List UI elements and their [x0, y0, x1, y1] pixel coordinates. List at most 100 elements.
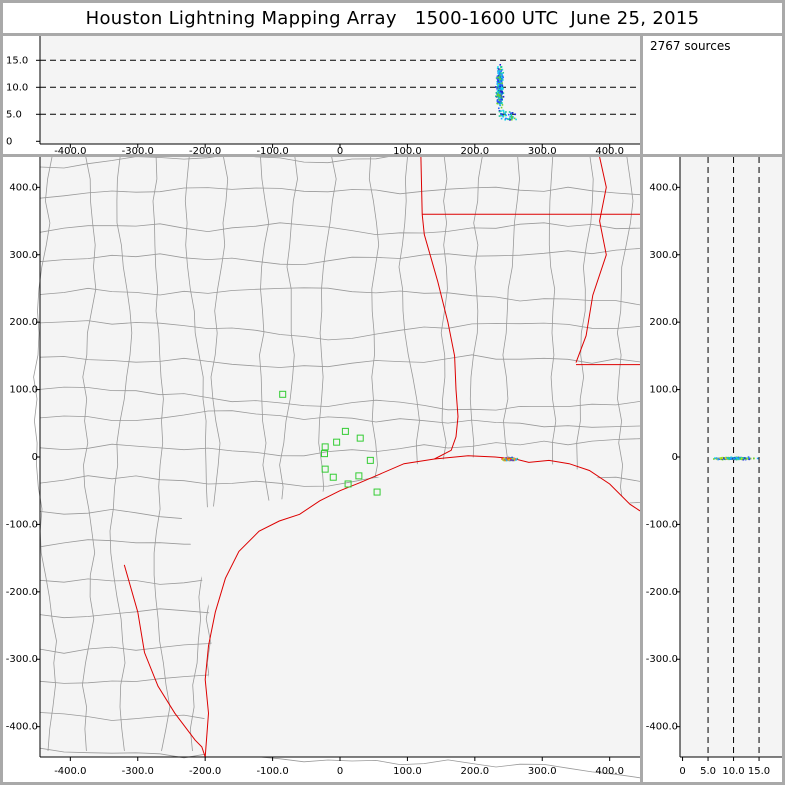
lightning-source — [503, 112, 506, 115]
lightning-source — [501, 87, 503, 90]
lightning-source — [500, 110, 502, 112]
lightning-source — [496, 102, 499, 105]
x-tick-label: 300.0 — [528, 146, 557, 154]
lightning-source — [498, 69, 501, 72]
lightning-source — [500, 102, 503, 104]
lightning-source — [499, 104, 501, 107]
lightning-source — [509, 118, 511, 121]
lightning-source — [499, 78, 501, 80]
lma-station — [355, 472, 363, 480]
lightning-source — [509, 458, 512, 460]
lightning-source — [505, 117, 507, 120]
chart-title: Houston Lightning Mapping Array 1500-160… — [85, 7, 700, 29]
lightning-source — [501, 68, 504, 71]
lightning-source — [740, 457, 743, 460]
lightning-source — [507, 113, 510, 116]
lightning-source — [500, 66, 502, 68]
lightning-source — [498, 86, 500, 89]
y-tick-label: 0 — [672, 452, 678, 463]
lightning-source — [512, 457, 514, 460]
lightning-source — [744, 457, 746, 459]
source-count: 2767 sources — [650, 39, 731, 53]
lightning-source — [501, 73, 503, 75]
lightning-source — [496, 83, 498, 85]
county-line — [39, 157, 389, 169]
lightning-source — [497, 68, 500, 70]
y-tick-label: -100.0 — [6, 519, 38, 530]
lightning-source — [497, 101, 499, 103]
lightning-source — [497, 80, 499, 83]
lightning-source — [498, 110, 501, 113]
lightning-source — [500, 96, 502, 98]
lightning-source — [737, 457, 740, 459]
coastline — [123, 455, 640, 758]
county-line — [152, 157, 171, 752]
lightning-source — [496, 86, 499, 89]
x-tick-label: 200.0 — [461, 766, 490, 777]
lightning-source — [498, 97, 500, 100]
x-tick-label: 400.0 — [595, 766, 624, 777]
lightning-source — [495, 86, 497, 88]
lightning-source — [735, 456, 737, 459]
lightning-source — [510, 115, 513, 117]
lightning-source — [496, 90, 499, 92]
lightning-source — [498, 91, 500, 94]
lightning-source — [736, 457, 739, 460]
lightning-source — [719, 457, 721, 459]
lightning-source — [501, 104, 504, 106]
gulf-of-mexico — [168, 457, 640, 757]
x-tick-label: 100.0 — [393, 766, 422, 777]
lightning-source — [496, 85, 499, 88]
lightning-source — [497, 107, 500, 110]
y-tick-label: -200.0 — [646, 587, 678, 598]
lightning-source — [510, 114, 513, 116]
county-line — [39, 320, 640, 341]
lightning-source — [508, 458, 511, 460]
lightning-source — [499, 85, 501, 88]
lightning-source — [497, 76, 500, 79]
lightning-source — [501, 115, 504, 117]
lightning-source — [511, 112, 514, 114]
lightning-source — [502, 76, 504, 79]
lightning-source — [752, 457, 755, 460]
lightning-source — [514, 113, 517, 116]
lightning-source — [496, 78, 499, 80]
county-line — [39, 248, 640, 266]
lightning-source — [515, 459, 518, 461]
lightning-source — [497, 73, 500, 75]
lightning-source — [716, 458, 718, 461]
lightning-source — [502, 115, 505, 118]
y-tick-label: 200.0 — [649, 317, 678, 328]
lightning-source — [505, 111, 507, 113]
lightning-source — [496, 94, 499, 97]
lightning-source — [729, 457, 732, 460]
lightning-source — [745, 457, 747, 460]
y-tick-label: -300.0 — [6, 654, 38, 665]
lightning-source — [506, 458, 509, 460]
texas-louisiana-border — [420, 157, 459, 460]
y-tick-label: 15.0 — [6, 55, 28, 66]
x-tick-label: -100.0 — [256, 766, 288, 777]
x-tick-label: -400.0 — [54, 766, 86, 777]
lightning-source — [501, 91, 503, 94]
county-line — [39, 186, 640, 199]
lightning-source — [510, 458, 513, 460]
lightning-source — [510, 118, 513, 121]
y-tick-label: 400.0 — [649, 182, 678, 193]
lightning-source — [513, 117, 516, 120]
county-line — [205, 157, 229, 752]
x-tick-label: -400.0 — [54, 146, 86, 154]
lightning-source — [495, 91, 498, 94]
lightning-source — [503, 112, 505, 114]
lightning-source — [500, 112, 502, 115]
y-tick-label: 200.0 — [9, 317, 38, 328]
lightning-source — [498, 101, 500, 103]
county-line — [81, 157, 97, 752]
lightning-source — [747, 456, 750, 458]
info-panel: 2767 sources — [643, 36, 782, 154]
lightning-source — [499, 77, 501, 79]
lightning-source — [513, 458, 515, 460]
plot-area — [40, 36, 640, 144]
lightning-source — [497, 88, 499, 90]
lightning-source — [497, 75, 500, 77]
